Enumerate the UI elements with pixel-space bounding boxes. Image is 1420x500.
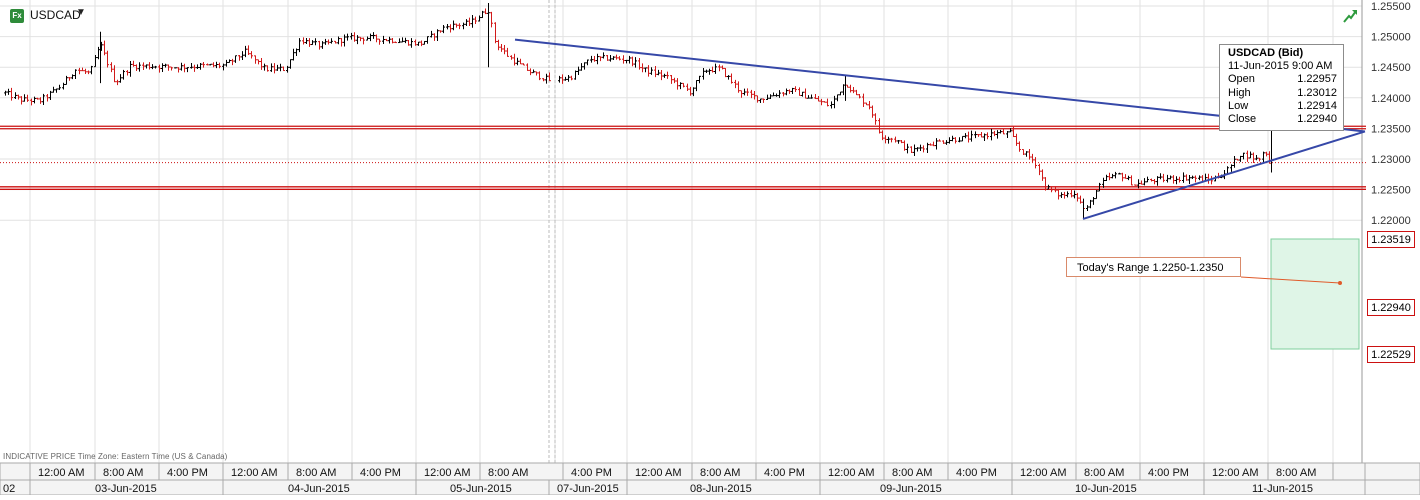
date-label: 08-Jun-2015 — [690, 483, 752, 495]
info-value: 1.23012 — [1297, 86, 1337, 99]
y-tick-label: 1.23500 — [1371, 123, 1411, 135]
time-label: 8:00 AM — [1084, 467, 1124, 479]
timezone-note: INDICATIVE PRICE Time Zone: Eastern Time… — [3, 452, 228, 461]
date-label: 05-Jun-2015 — [450, 483, 512, 495]
date-label: 09-Jun-2015 — [880, 483, 942, 495]
info-row-high: High 1.23012 — [1228, 87, 1337, 100]
y-tick-label: 1.22000 — [1371, 215, 1411, 227]
date-label: 10-Jun-2015 — [1075, 483, 1137, 495]
info-label: High — [1228, 86, 1251, 99]
info-value: 1.22957 — [1297, 73, 1337, 86]
time-label: 4:00 PM — [1148, 467, 1189, 479]
time-label: 4:00 PM — [167, 467, 208, 479]
trend-arrow-icon[interactable] — [1342, 8, 1358, 24]
y-tick-label: 1.23000 — [1371, 154, 1411, 166]
info-label: Close — [1228, 113, 1257, 126]
date-label: 03-Jun-2015 — [95, 483, 157, 495]
time-label: 8:00 AM — [488, 467, 528, 479]
info-row-open: Open 1.22957 — [1228, 73, 1337, 86]
time-label: 12:00 AM — [231, 467, 277, 479]
info-value: 1.22914 — [1297, 99, 1337, 112]
time-label: 8:00 AM — [296, 467, 336, 479]
todays-range-annotation[interactable]: Today's Range 1.2250-1.2350 — [1066, 257, 1241, 277]
time-label: 12:00 AM — [424, 467, 470, 479]
ohlc-info-box: USDCAD (Bid) 11-Jun-2015 9:00 AM Open 1.… — [1219, 44, 1344, 131]
annotation-pointer — [1240, 276, 1341, 284]
time-label: 8:00 AM — [103, 467, 143, 479]
time-label: 8:00 AM — [700, 467, 740, 479]
annotation-handle — [1338, 281, 1342, 285]
price-tag-current: 1.22940 — [1367, 299, 1415, 316]
y-tick-label: 1.22500 — [1371, 185, 1411, 197]
symbol-label[interactable]: USDCAD — [30, 8, 81, 22]
info-value: 1.22940 — [1297, 113, 1337, 126]
range-rectangle — [1270, 238, 1360, 350]
date-label: 07-Jun-2015 — [557, 483, 619, 495]
fx-badge-icon: Fx — [10, 9, 24, 23]
time-label: 12:00 AM — [828, 467, 874, 479]
time-label: 4:00 PM — [571, 467, 612, 479]
info-row-low: Low 1.22914 — [1228, 100, 1337, 113]
trendline — [1082, 130, 1366, 220]
y-tick-label: 1.25000 — [1371, 32, 1411, 44]
y-tick-label: 1.24000 — [1371, 93, 1411, 105]
time-label: 4:00 PM — [360, 467, 401, 479]
info-box-datetime: 11-Jun-2015 9:00 AM — [1228, 60, 1333, 72]
info-label: Open — [1228, 73, 1255, 86]
y-tick-label: 1.24500 — [1371, 62, 1411, 74]
info-row-close: Close 1.22940 — [1228, 113, 1337, 126]
y-tick-label: 1.25500 — [1371, 1, 1411, 13]
time-label: 12:00 AM — [635, 467, 681, 479]
time-label: 12:00 AM — [1020, 467, 1066, 479]
date-label: 02 — [3, 483, 15, 495]
time-label: 4:00 PM — [764, 467, 805, 479]
time-label: 8:00 AM — [1276, 467, 1316, 479]
info-label: Low — [1228, 99, 1249, 112]
time-label: 12:00 AM — [1212, 467, 1258, 479]
chevron-down-icon[interactable]: ▼ — [76, 7, 86, 18]
price-tag-resistance: 1.23519 — [1367, 231, 1415, 248]
time-label: 4:00 PM — [956, 467, 997, 479]
date-label: 11-Jun-2015 — [1252, 483, 1313, 495]
time-label: 8:00 AM — [892, 467, 932, 479]
date-label: 04-Jun-2015 — [288, 483, 350, 495]
info-box-title: USDCAD (Bid) — [1228, 47, 1304, 59]
price-tag-support: 1.22529 — [1367, 346, 1415, 363]
time-label: 12:00 AM — [38, 467, 84, 479]
